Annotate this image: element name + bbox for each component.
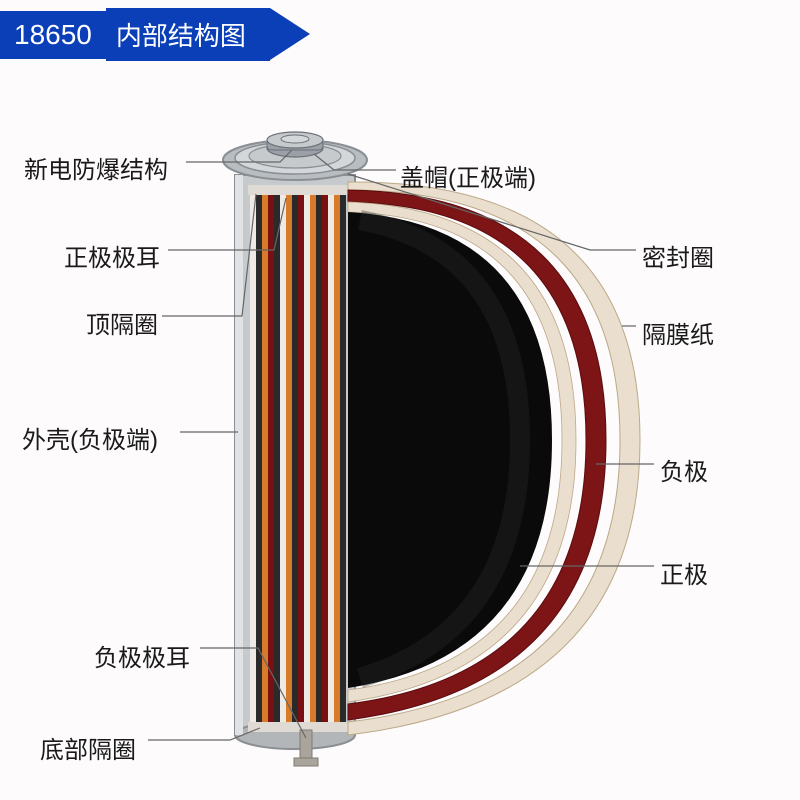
label-neg-tab: 负极极耳 <box>94 638 190 673</box>
cap-group <box>223 132 367 180</box>
model-number: 18650 <box>0 11 106 59</box>
layers-group <box>348 182 640 735</box>
label-bottom-ring: 底部隔圈 <box>40 730 136 765</box>
label-positive: 正极 <box>660 555 708 590</box>
label-negative: 负极 <box>660 452 708 487</box>
stripes-group <box>248 185 348 732</box>
title-text: 内部结构图 <box>106 8 270 61</box>
label-pos-tab: 正极极耳 <box>64 238 160 273</box>
label-seal-ring: 密封圈 <box>642 238 714 273</box>
label-shell: 外壳(负极端) <box>22 420 158 455</box>
battery-diagram: 新电防爆结构 盖帽(正极端) 正极极耳 密封圈 顶隔圈 隔膜纸 外壳(负极端) … <box>0 90 800 790</box>
label-separator: 隔膜纸 <box>642 315 714 350</box>
title-band: 18650 内部结构图 <box>0 8 270 61</box>
label-top-ring: 顶隔圈 <box>86 305 158 340</box>
label-cap: 盖帽(正极端) <box>400 158 536 193</box>
label-anti-explosion: 新电防爆结构 <box>24 150 168 185</box>
